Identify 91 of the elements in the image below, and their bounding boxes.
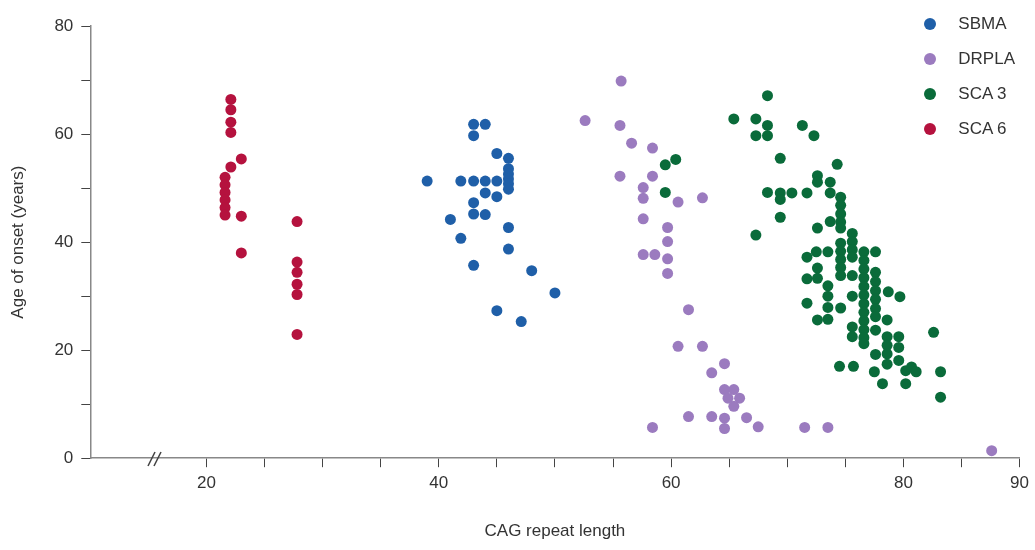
point bbox=[637, 192, 649, 204]
point bbox=[683, 304, 695, 316]
point bbox=[647, 421, 658, 433]
x-tick-label: 40 bbox=[429, 473, 449, 493]
point bbox=[502, 243, 514, 255]
point bbox=[502, 222, 514, 234]
point bbox=[421, 175, 433, 187]
point bbox=[728, 400, 740, 412]
point bbox=[662, 222, 674, 234]
point bbox=[444, 213, 456, 225]
point bbox=[291, 216, 303, 228]
point bbox=[662, 267, 674, 279]
point bbox=[479, 175, 491, 187]
point bbox=[614, 119, 626, 131]
point bbox=[468, 197, 480, 209]
point bbox=[479, 187, 491, 199]
point bbox=[734, 392, 746, 404]
x-tick-label: 20 bbox=[197, 473, 216, 493]
point bbox=[502, 152, 514, 164]
point bbox=[235, 247, 247, 259]
point bbox=[291, 289, 303, 300]
point bbox=[672, 340, 684, 352]
legend-label: DRPLA bbox=[958, 48, 1015, 69]
point bbox=[722, 392, 734, 404]
point bbox=[225, 126, 237, 138]
point bbox=[647, 142, 658, 154]
x-axis-title: CAG repeat length bbox=[484, 521, 626, 541]
point bbox=[468, 118, 480, 130]
legend-label: SCA 6 bbox=[958, 118, 1007, 139]
point bbox=[696, 340, 708, 352]
y-tick-label: 20 bbox=[54, 339, 74, 359]
point bbox=[225, 104, 237, 116]
point bbox=[822, 421, 834, 433]
y-tick-label: 80 bbox=[54, 15, 74, 35]
point bbox=[549, 287, 561, 299]
point bbox=[706, 411, 718, 423]
point bbox=[225, 116, 237, 128]
point bbox=[491, 305, 503, 317]
legend-label: SCA 3 bbox=[958, 83, 1007, 104]
point bbox=[986, 445, 998, 457]
point bbox=[626, 137, 638, 149]
point bbox=[719, 412, 731, 424]
point bbox=[291, 256, 303, 268]
point bbox=[647, 170, 658, 182]
y-tick-label: 0 bbox=[63, 447, 74, 467]
point bbox=[741, 412, 753, 424]
point bbox=[225, 161, 237, 173]
y-tick-label: 40 bbox=[54, 231, 74, 251]
point bbox=[649, 249, 661, 261]
point bbox=[672, 196, 684, 208]
point bbox=[696, 192, 708, 204]
point bbox=[719, 358, 731, 370]
point bbox=[799, 421, 811, 433]
x-tick-label: 90 bbox=[1010, 473, 1030, 493]
point bbox=[662, 236, 674, 248]
point bbox=[683, 411, 695, 423]
point bbox=[637, 213, 649, 225]
y-axis-title: Age of onset (years) bbox=[7, 165, 27, 319]
point bbox=[468, 259, 480, 271]
point bbox=[235, 153, 247, 165]
point bbox=[579, 115, 591, 127]
x-tick-label: 80 bbox=[893, 473, 913, 493]
point bbox=[728, 384, 740, 396]
legend-label: SBMA bbox=[958, 13, 1007, 34]
point bbox=[468, 175, 480, 187]
point bbox=[615, 75, 627, 87]
point bbox=[235, 210, 247, 222]
point bbox=[225, 93, 237, 105]
point bbox=[468, 130, 480, 142]
point bbox=[526, 265, 538, 277]
point bbox=[719, 422, 731, 434]
point bbox=[662, 253, 674, 265]
point bbox=[291, 328, 303, 340]
point bbox=[468, 208, 480, 220]
point bbox=[491, 175, 503, 187]
point bbox=[614, 170, 626, 182]
point bbox=[479, 118, 491, 130]
point bbox=[752, 421, 764, 433]
point bbox=[455, 232, 467, 244]
point bbox=[515, 316, 527, 328]
point bbox=[491, 148, 503, 159]
point bbox=[291, 278, 303, 290]
x-tick-label: 60 bbox=[661, 473, 681, 493]
point bbox=[479, 209, 491, 221]
point bbox=[637, 182, 649, 194]
y-tick-label: 60 bbox=[54, 123, 74, 143]
point bbox=[637, 249, 649, 261]
point bbox=[291, 266, 303, 278]
point bbox=[706, 367, 718, 379]
point bbox=[491, 191, 503, 203]
point bbox=[455, 175, 467, 187]
